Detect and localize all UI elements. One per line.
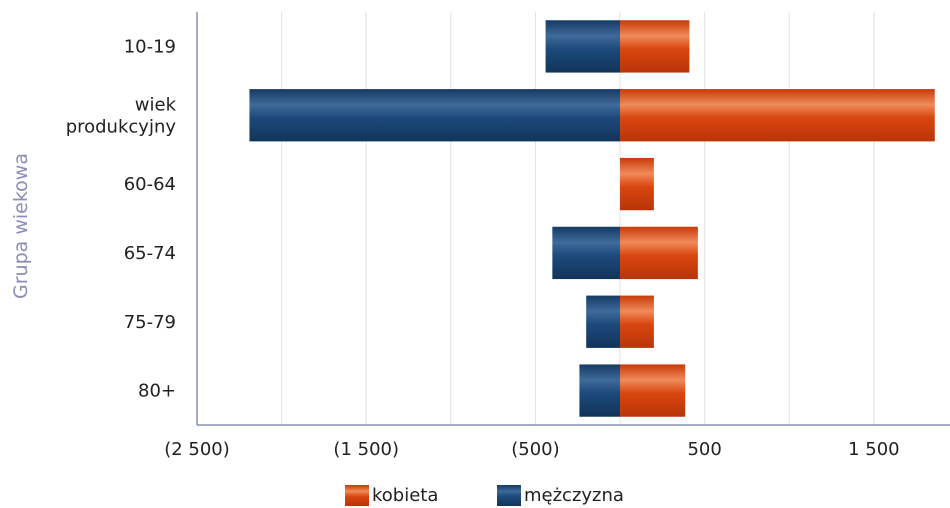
bar-kobieta <box>620 20 690 73</box>
bar-kobieta <box>620 226 698 280</box>
bar-kobieta <box>620 295 654 348</box>
bar-mezczyzna <box>249 89 621 142</box>
grid <box>281 12 875 425</box>
y-axis-title: Grupa wiekowa <box>10 153 32 299</box>
category-label: 80+ <box>138 381 176 402</box>
axes <box>196 12 950 426</box>
legend: kobieta mężczyzna <box>345 485 624 506</box>
category-label: produkcyjny <box>66 116 177 137</box>
bars <box>249 20 935 417</box>
category-label: 75-79 <box>124 312 176 333</box>
category-label: 65-74 <box>124 243 176 264</box>
category-label: 60-64 <box>124 174 176 195</box>
labels: (2 500) (1 500) (500) 500 1 500 10-19 wiekprod… <box>66 36 900 460</box>
bar-kobieta <box>620 89 935 142</box>
bar-mezczyzna <box>586 295 621 348</box>
x-tick-label: (1 500) <box>333 439 399 460</box>
legend-label: mężczyzna <box>524 485 624 506</box>
legend-swatch <box>345 485 369 506</box>
bar-mezczyzna <box>545 20 621 73</box>
legend-swatch <box>497 485 521 506</box>
bar-mezczyzna <box>552 226 621 280</box>
legend-label: kobieta <box>372 485 438 506</box>
bar-kobieta <box>620 364 686 417</box>
x-tick-label: (500) <box>511 439 559 460</box>
x-tick-label: 500 <box>687 439 721 460</box>
bar-mezczyzna <box>579 364 621 417</box>
category-label: 10-19 <box>124 36 176 57</box>
category-label: wiek <box>135 94 177 115</box>
x-tick-label: (2 500) <box>164 439 230 460</box>
x-tick-label: 1 500 <box>848 439 900 460</box>
bar-kobieta <box>620 157 654 211</box>
